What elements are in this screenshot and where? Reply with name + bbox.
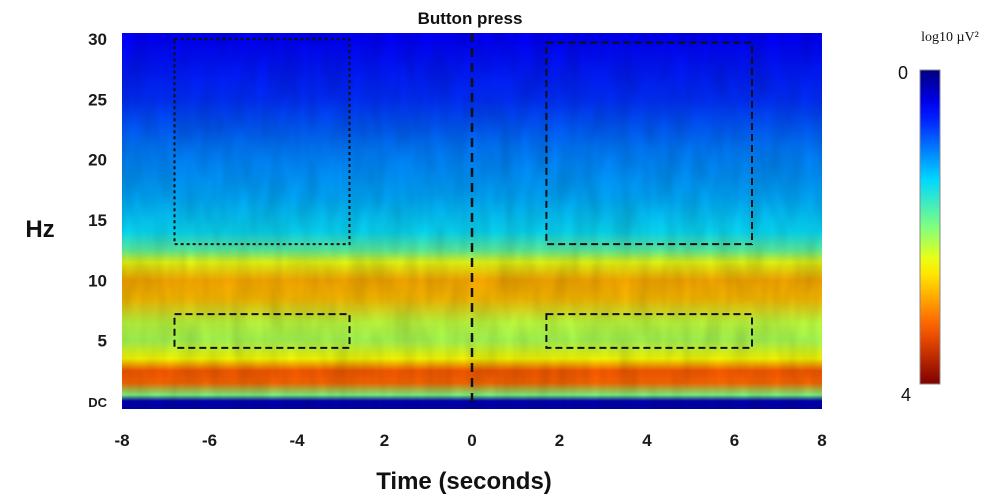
x-axis-label: Time (seconds) [376, 468, 552, 495]
colorbar-unit-label: log10 µV² [921, 30, 979, 45]
y-tick-label: 25 [88, 90, 107, 109]
chart-title: Button press [418, 9, 523, 28]
y-tick-label: 20 [88, 151, 107, 170]
highlight-box-4 [545, 313, 753, 349]
y-axis-label: Hz [25, 216, 54, 243]
x-tick-label: 0 [467, 431, 476, 450]
y-axis-ticks: DC 5 10 15 20 25 30 [88, 30, 108, 410]
highlight-boxes [173, 38, 753, 349]
colorbar-max-label: 4 [901, 385, 911, 405]
x-tick-label: -6 [202, 431, 217, 450]
colorbar-strip [919, 69, 941, 385]
x-axis-ticks: -8 -6 -4 2 0 2 4 6 8 [114, 431, 826, 450]
highlight-box-2 [545, 41, 753, 246]
y-tick-label: DC [88, 395, 107, 410]
x-tick-label: 8 [817, 431, 826, 450]
x-tick-label: 2 [555, 431, 564, 450]
colorbar-min-label: 0 [898, 63, 908, 83]
y-tick-label: 10 [88, 271, 107, 290]
x-tick-label: -4 [289, 431, 305, 450]
x-tick-label: 6 [730, 431, 739, 450]
highlight-box-1 [173, 38, 351, 246]
y-tick-label: 5 [98, 332, 107, 351]
heatmap-plot-area [122, 33, 822, 409]
y-tick-label: 30 [88, 30, 107, 49]
highlight-box-3 [173, 313, 351, 349]
x-tick-label: 4 [642, 431, 652, 450]
colorbar: log10 µV² 0 4 [898, 30, 979, 405]
x-tick-label: 2 [380, 431, 389, 450]
y-tick-label: 15 [88, 211, 107, 230]
x-tick-label: -8 [114, 431, 129, 450]
